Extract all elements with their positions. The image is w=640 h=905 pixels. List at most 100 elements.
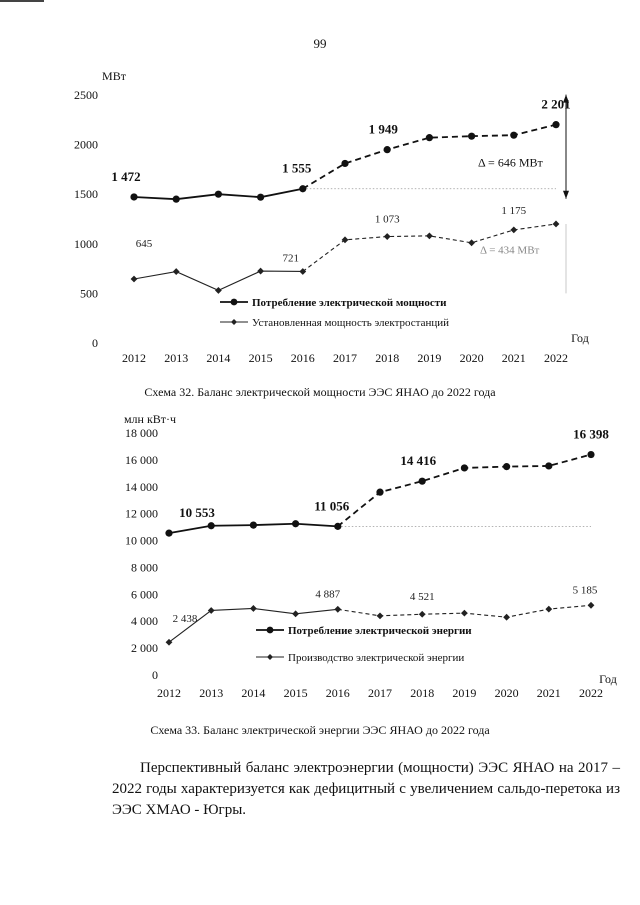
y-tick-label: 2000 bbox=[74, 138, 98, 152]
series-point bbox=[334, 522, 342, 530]
series-point bbox=[130, 193, 138, 201]
legend-label: Производство электрической энергии bbox=[288, 652, 464, 664]
y-tick-label: 18 000 bbox=[125, 426, 158, 440]
y-tick-label: 1000 bbox=[74, 237, 98, 251]
data-label: 16 398 bbox=[573, 427, 609, 442]
data-label: 2 201 bbox=[541, 97, 570, 112]
series-point bbox=[250, 605, 257, 612]
data-label: 721 bbox=[283, 252, 300, 264]
series-point bbox=[468, 132, 476, 140]
x-tick-label: 2015 bbox=[284, 686, 308, 700]
series-point bbox=[292, 610, 299, 618]
x-tick-label: 2017 bbox=[333, 351, 357, 365]
y-tick-label: 16 000 bbox=[125, 453, 158, 467]
y-tick-label: 2500 bbox=[74, 88, 98, 102]
y-axis-label: МВт bbox=[102, 69, 127, 83]
y-tick-label: 2 000 bbox=[131, 641, 158, 655]
series-point bbox=[460, 464, 468, 472]
balance-paragraph: Перспективный баланс электроэнергии (мощ… bbox=[112, 760, 620, 818]
y-tick-label: 0 bbox=[92, 336, 98, 350]
page-number: 99 bbox=[313, 36, 327, 51]
series-point bbox=[510, 131, 518, 139]
data-label: 14 416 bbox=[400, 453, 436, 468]
series-point bbox=[172, 268, 180, 275]
series-point bbox=[214, 190, 222, 198]
series-point bbox=[249, 521, 257, 529]
series-point bbox=[545, 605, 553, 613]
series-point bbox=[334, 605, 342, 613]
legend-marker bbox=[267, 654, 273, 660]
data-label: 1 472 bbox=[111, 169, 140, 184]
data-label: 4 887 bbox=[315, 588, 340, 600]
series-point bbox=[341, 159, 349, 168]
x-tick-label: 2012 bbox=[157, 686, 181, 700]
series-point bbox=[461, 609, 468, 617]
x-tick-label: 2016 bbox=[291, 351, 315, 365]
series-point bbox=[165, 638, 173, 646]
legend-marker bbox=[230, 298, 238, 306]
x-tick-label: 2021 bbox=[537, 686, 561, 700]
y-tick-label: 4 000 bbox=[131, 614, 158, 628]
series-point bbox=[545, 462, 553, 470]
data-label: 1 949 bbox=[369, 122, 399, 137]
x-tick-label: 2021 bbox=[502, 351, 526, 365]
data-label: 645 bbox=[136, 238, 153, 250]
y-tick-label: 14 000 bbox=[125, 480, 158, 494]
x-tick-label: 2018 bbox=[375, 351, 399, 365]
series-point bbox=[587, 450, 595, 459]
series-point bbox=[383, 233, 391, 240]
series-point bbox=[292, 520, 300, 528]
x-tick-label: 2014 bbox=[241, 686, 265, 700]
x-tick-label: 2019 bbox=[452, 686, 476, 700]
caption-power-balance: Схема 32. Баланс электрической мощности … bbox=[144, 385, 496, 399]
y-tick-label: 0 bbox=[152, 668, 158, 682]
series-point bbox=[299, 185, 307, 193]
caption-energy-balance: Схема 33. Баланс электрической энергии Э… bbox=[150, 723, 490, 737]
data-label: 1 555 bbox=[282, 161, 312, 176]
data-label: 1 073 bbox=[375, 214, 400, 226]
series-point bbox=[503, 463, 511, 471]
x-tick-label: 2018 bbox=[410, 686, 434, 700]
y-axis-label: млн кВт·ч bbox=[124, 415, 176, 426]
series-point bbox=[418, 477, 426, 485]
x-tick-label: 2019 bbox=[417, 351, 441, 365]
data-label: 1 175 bbox=[501, 205, 526, 217]
series-point bbox=[172, 195, 180, 203]
y-tick-label: 10 000 bbox=[125, 534, 158, 548]
series-point bbox=[418, 610, 426, 618]
power-balance-chart: 0 500 1000 1500 2000 2500 МВт Год 2012 2013 2014 20… bbox=[74, 69, 589, 365]
legend-label: Потребление электрической мощности bbox=[252, 297, 447, 309]
series-point bbox=[426, 232, 433, 240]
data-label: 2 438 bbox=[173, 613, 198, 625]
series-point bbox=[376, 488, 384, 496]
series-point bbox=[207, 607, 215, 614]
corner-mark bbox=[0, 0, 44, 2]
y-tick-label: 6 000 bbox=[131, 587, 158, 601]
y-tick-label: 8 000 bbox=[131, 560, 158, 574]
series-point bbox=[257, 193, 265, 201]
series-point bbox=[130, 275, 138, 283]
legend-label: Потребление электрической энергии bbox=[288, 625, 472, 637]
series-point bbox=[341, 236, 349, 244]
y-tick-label: 1500 bbox=[74, 187, 98, 201]
legend-label: Установленная мощность электростанций bbox=[252, 317, 449, 329]
series-point bbox=[376, 612, 384, 620]
series-point bbox=[207, 522, 215, 530]
x-tick-label: 2022 bbox=[579, 686, 603, 700]
legend-marker bbox=[266, 626, 274, 634]
x-tick-label: 2016 bbox=[326, 686, 350, 700]
delta-arrowhead bbox=[563, 190, 569, 199]
energy-balance-chart: 0 2 000 4 000 6 000 8 000 10 000 12 000 14 000 1… bbox=[124, 415, 617, 700]
series-point bbox=[587, 601, 595, 609]
y-tick-label: 500 bbox=[80, 286, 98, 300]
series-point bbox=[257, 267, 264, 275]
series-point bbox=[215, 287, 222, 294]
x-tick-label: 2017 bbox=[368, 686, 392, 700]
series-point bbox=[503, 613, 510, 621]
delta-small-label: Δ = 434 МВт bbox=[480, 245, 540, 257]
data-label: 10 553 bbox=[179, 505, 215, 520]
series-point bbox=[552, 121, 560, 129]
x-tick-label: 2020 bbox=[460, 351, 484, 365]
delta-arrowhead bbox=[563, 94, 569, 103]
series-point bbox=[552, 220, 560, 228]
